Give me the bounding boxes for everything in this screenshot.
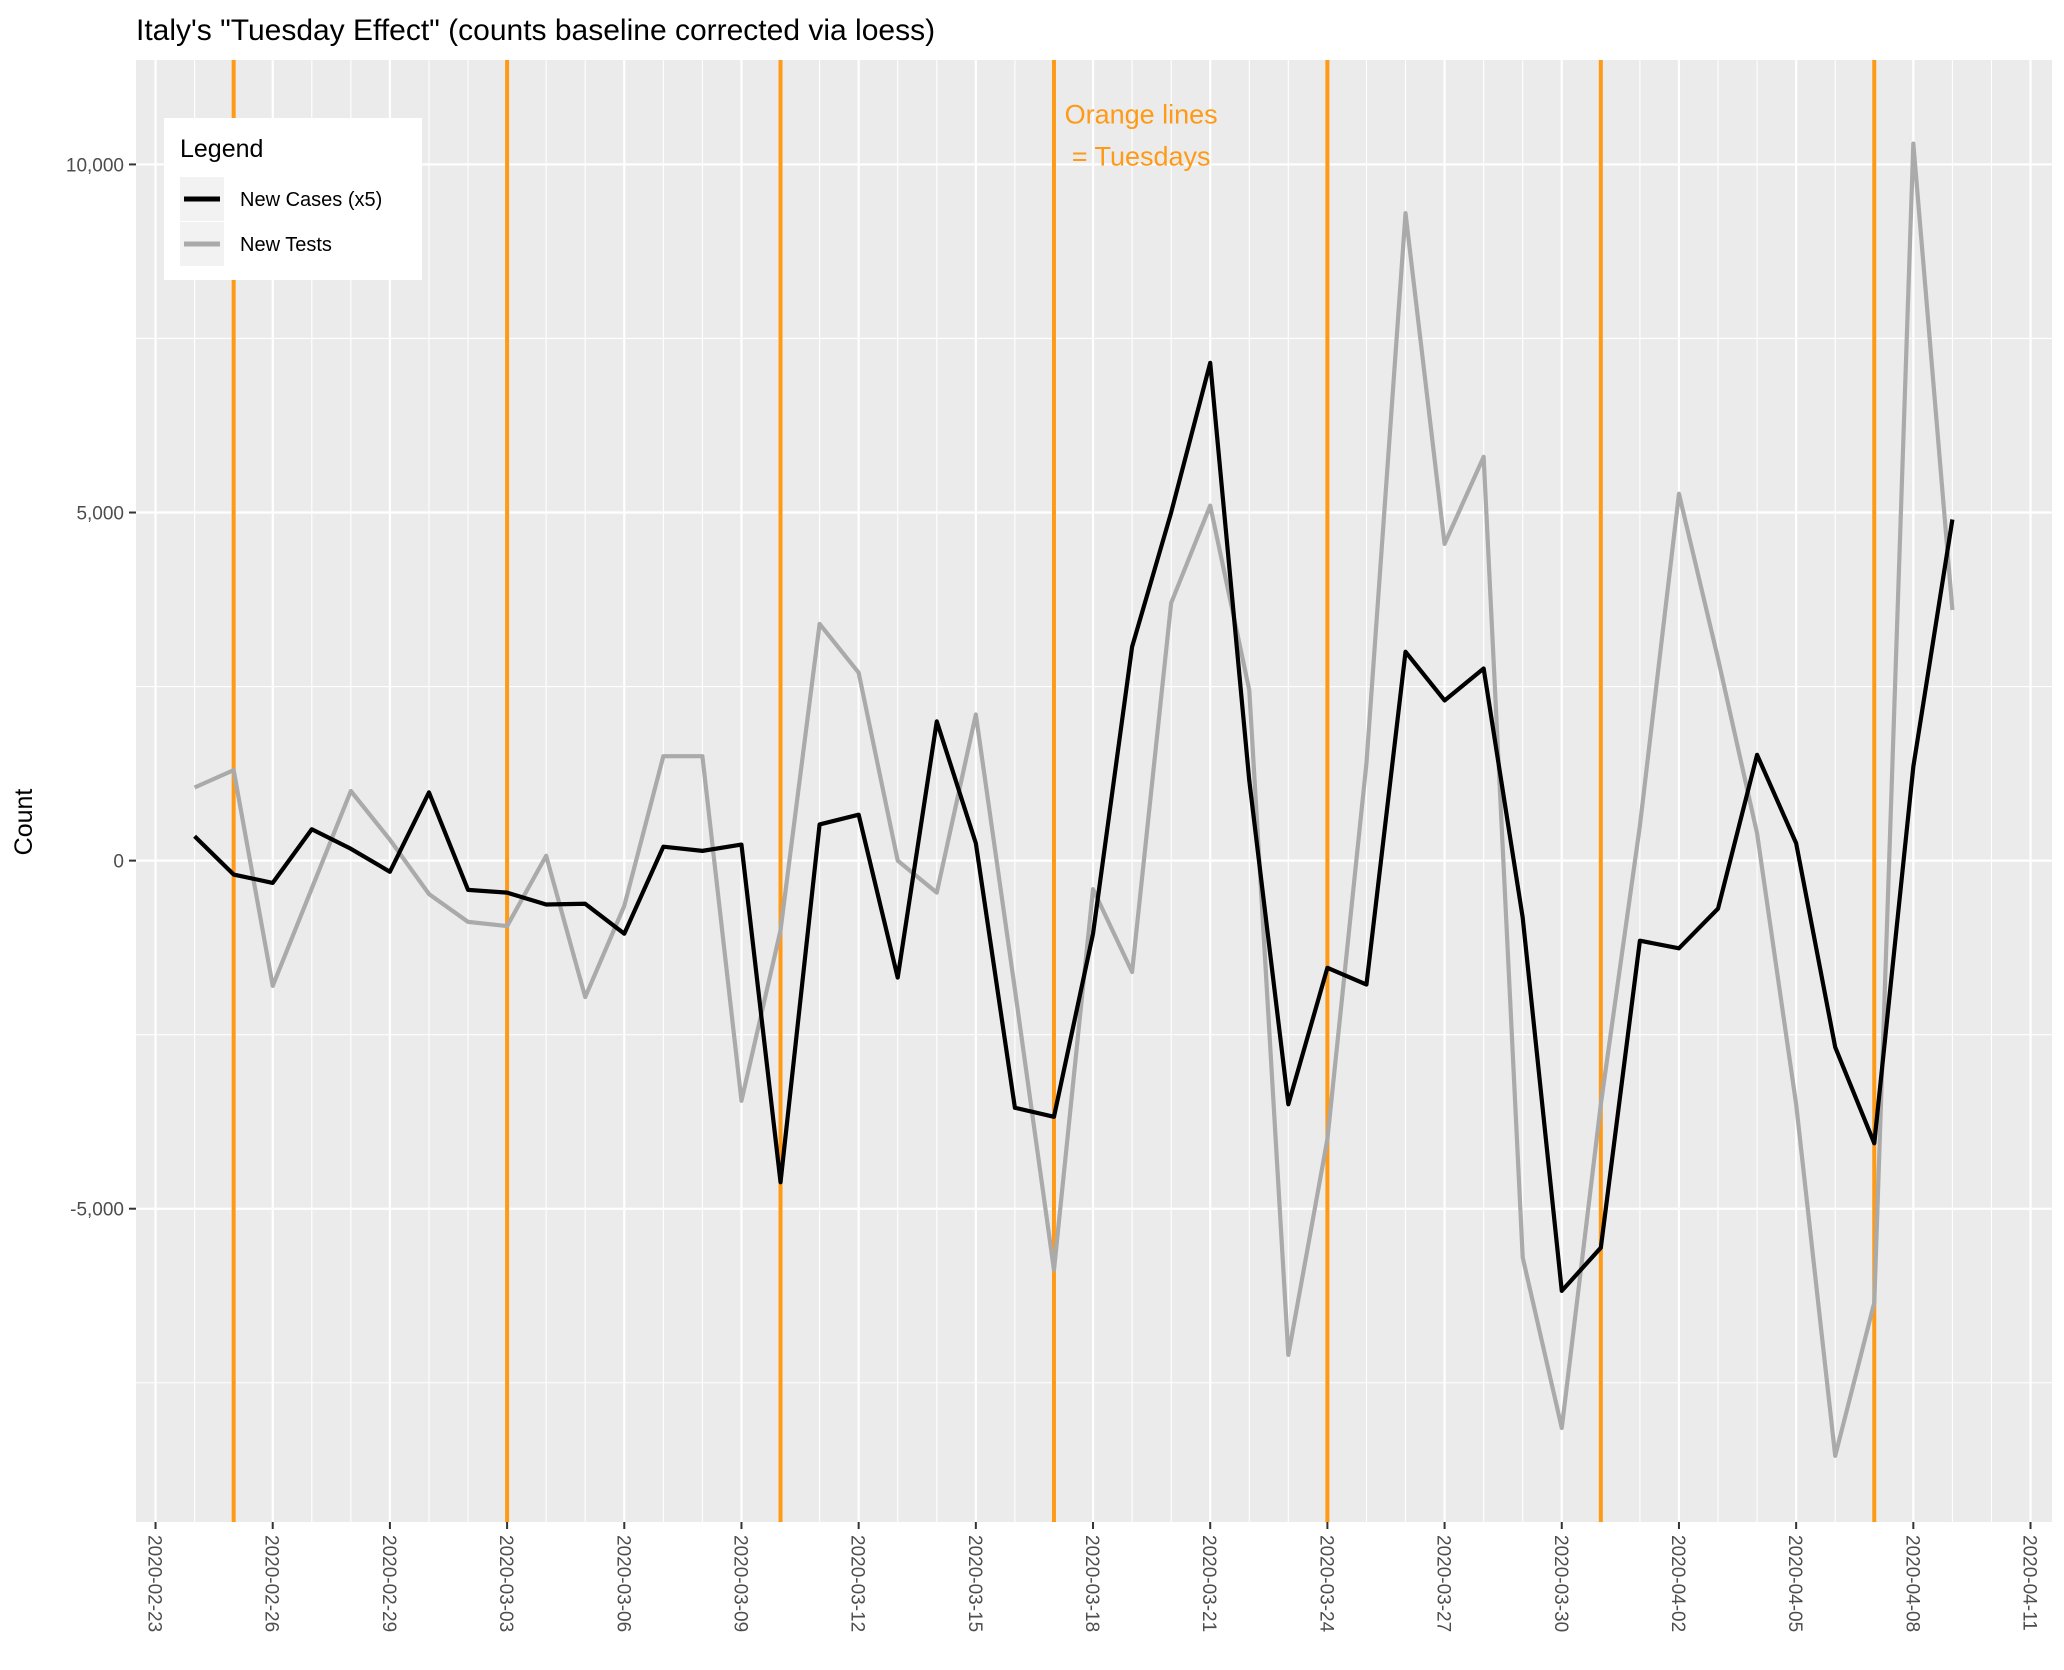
y-tick-label: 10,000 [66, 155, 124, 176]
legend-label-tests: New Tests [240, 234, 332, 256]
x-tick-label: 2020-04-02 [1667, 1535, 1688, 1632]
data-series [193, 141, 1955, 1458]
new-cases-line [193, 360, 1955, 1293]
x-tick-label: 2020-03-27 [1433, 1535, 1454, 1632]
chart-title: Italy's "Tuesday Effect" (counts baselin… [136, 14, 935, 47]
tuesday-vlines [231, 60, 1877, 1522]
y-axis: -5,000 0 5,000 10,000 [66, 155, 136, 1221]
y-tick-label: 0 [113, 852, 124, 873]
x-tick-label: 2020-03-09 [729, 1535, 750, 1632]
x-tick-label: 2020-03-24 [1315, 1535, 1336, 1633]
annotation-line-1: Orange lines [1065, 100, 1218, 130]
x-tick-label: 2020-02-23 [144, 1535, 165, 1632]
y-tick-label: -5,000 [70, 1200, 124, 1221]
y-tick-label: 5,000 [76, 504, 124, 525]
new-tests-line [193, 141, 1955, 1458]
x-tick-label: 2020-03-30 [1550, 1535, 1571, 1632]
x-tick-label: 2020-02-29 [378, 1535, 399, 1632]
x-tick-label: 2020-03-15 [964, 1535, 985, 1632]
x-tick-label: 2020-03-21 [1198, 1535, 1219, 1632]
x-tick-label: 2020-04-11 [2019, 1535, 2040, 1631]
x-tick-label: 2020-02-26 [261, 1535, 282, 1632]
x-tick-label: 2020-03-12 [847, 1535, 868, 1632]
x-tick-label: 2020-03-03 [495, 1535, 516, 1632]
x-tick-label: 2020-04-08 [1901, 1535, 1922, 1632]
annotation-line-2: = Tuesdays [1072, 142, 1211, 172]
y-axis-label: Count [10, 789, 38, 856]
x-tick-label: 2020-04-05 [1784, 1535, 1805, 1632]
annotation: Orange lines = Tuesdays [1065, 100, 1218, 172]
x-tick-label: 2020-03-18 [1081, 1535, 1102, 1632]
legend-label-cases: New Cases (x5) [240, 189, 382, 211]
x-tick-label: 2020-03-06 [612, 1535, 633, 1632]
legend: Legend New Cases (x5) New Tests [164, 118, 422, 280]
x-axis: 2020-02-23 2020-02-26 2020-02-29 2020-03-03… [144, 1522, 2040, 1633]
legend-title: Legend [180, 135, 263, 163]
